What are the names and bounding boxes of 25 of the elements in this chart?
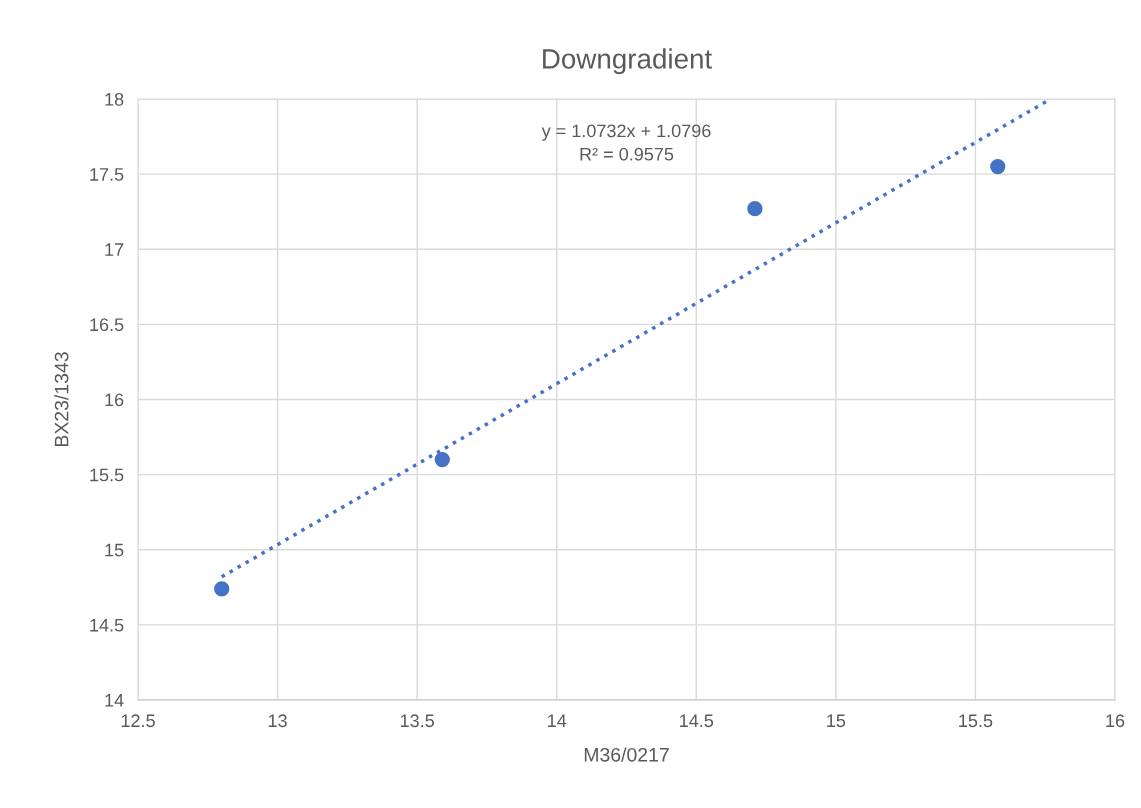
point <box>434 451 450 468</box>
y-tick-label: 16 <box>105 393 124 407</box>
x-axis-title: M36/0217 <box>584 747 669 762</box>
x-tick-label: 12.5 <box>121 714 155 728</box>
x-tick-label: 15.5 <box>959 714 993 728</box>
y-tick-label: 14 <box>105 694 124 707</box>
x-tick-label: 13.5 <box>400 714 434 728</box>
x-tick-label: 15 <box>827 714 846 728</box>
point <box>747 201 763 217</box>
x-tick-label: 14.5 <box>680 714 714 728</box>
x-tick-label: 13 <box>268 714 287 728</box>
y-tick-label: 17 <box>105 243 124 256</box>
y-tick-label: 14.5 <box>90 619 124 632</box>
x-tick-label: 14 <box>548 714 567 727</box>
chart-title: Downgradient <box>543 48 712 75</box>
annotation: y = 1.0732x + 1.0796 R² = 0.9575 <box>541 124 711 161</box>
y-tick-label: 18 <box>105 92 124 106</box>
y-tick-label: 15 <box>105 543 124 557</box>
x-tick-label: 16 <box>1106 714 1125 728</box>
y-tick-label: 17.5 <box>90 168 124 181</box>
y-tick-label: 15.5 <box>90 468 124 482</box>
point <box>214 581 230 597</box>
y-axis-title: BX23/1343 <box>54 352 69 447</box>
point <box>990 158 1006 175</box>
y-tick-label: 16.5 <box>90 318 124 332</box>
